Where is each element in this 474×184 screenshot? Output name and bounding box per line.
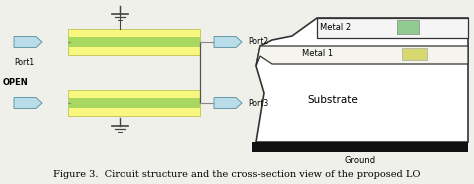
Bar xyxy=(252,142,468,152)
Text: OPEN: OPEN xyxy=(3,78,29,87)
Bar xyxy=(68,29,200,55)
Polygon shape xyxy=(14,98,42,109)
Bar xyxy=(68,37,200,47)
Polygon shape xyxy=(256,46,468,66)
Text: Figure 3.  Circuit structure and the cross-section view of the proposed LO: Figure 3. Circuit structure and the cros… xyxy=(53,170,421,179)
Bar xyxy=(68,90,200,116)
Polygon shape xyxy=(317,18,468,38)
Text: Port3: Port3 xyxy=(248,98,268,107)
Text: Substrate: Substrate xyxy=(307,95,358,105)
Polygon shape xyxy=(256,18,468,142)
Bar xyxy=(402,48,427,60)
Text: Port2: Port2 xyxy=(248,38,268,47)
Bar xyxy=(68,98,200,108)
Bar xyxy=(397,20,419,34)
Text: Port1: Port1 xyxy=(14,58,34,67)
Polygon shape xyxy=(214,98,242,109)
Polygon shape xyxy=(14,36,42,47)
Text: Ground: Ground xyxy=(345,156,375,165)
Text: Metal 2: Metal 2 xyxy=(320,24,351,33)
Polygon shape xyxy=(214,36,242,47)
Text: Metal 1: Metal 1 xyxy=(302,49,333,59)
